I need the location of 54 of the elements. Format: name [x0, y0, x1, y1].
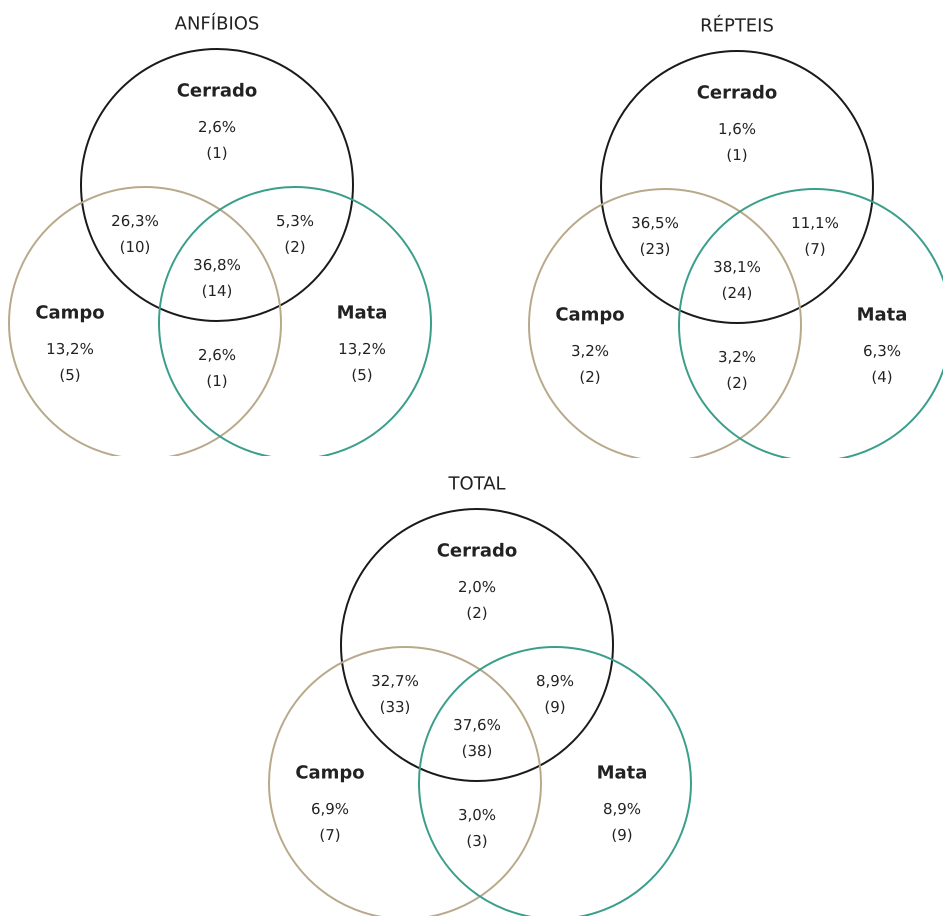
- text: 11,1%: [791, 214, 839, 232]
- data-label: (2): [579, 368, 601, 386]
- text: TOTAL: [447, 474, 506, 495]
- text: 37,6%: [453, 716, 501, 734]
- data-label: (4): [871, 368, 893, 386]
- text: (33): [380, 698, 410, 716]
- data-label: (5): [59, 366, 81, 384]
- text: (2): [726, 374, 748, 392]
- text: 26,3%: [111, 212, 159, 230]
- text: (9): [544, 698, 566, 716]
- data-label: 2,6%: [198, 118, 236, 136]
- text: 36,5%: [631, 214, 679, 232]
- text: RÉPTEIS: [700, 14, 774, 37]
- data-label: (5): [351, 366, 373, 384]
- text: (1): [206, 372, 228, 390]
- text: (14): [202, 282, 232, 300]
- text: (38): [462, 742, 492, 760]
- text: 36,8%: [193, 256, 241, 274]
- data-label: 8,9%: [602, 800, 642, 818]
- category-label: Cerrado: [696, 82, 778, 104]
- category-label: Campo: [555, 304, 625, 326]
- data-label: (9): [611, 826, 633, 844]
- text: (23): [640, 240, 670, 258]
- category-label: Cerrado: [436, 540, 518, 562]
- text: (2): [284, 238, 306, 256]
- data-label: 3,2%: [570, 342, 610, 360]
- text: ANFÍBIOS: [174, 12, 260, 35]
- data-label: (1): [206, 144, 228, 162]
- text: (24): [722, 284, 752, 302]
- data-label: 1,6%: [718, 120, 756, 138]
- category-label: Cerrado: [176, 80, 258, 102]
- data-label: 6,3%: [862, 342, 902, 360]
- category-label: Campo: [295, 762, 365, 784]
- category-label: Mata: [336, 302, 388, 324]
- data-label: (2): [466, 604, 488, 622]
- category-label: Campo: [35, 302, 105, 324]
- text: (7): [804, 240, 826, 258]
- text: (10): [120, 238, 150, 256]
- data-label: (7): [319, 826, 341, 844]
- data-label: 13,2%: [338, 340, 386, 358]
- text: 8,9%: [536, 672, 574, 690]
- text: 2,6%: [198, 346, 236, 364]
- text: 3,0%: [458, 806, 496, 824]
- text: (3): [466, 832, 488, 850]
- text: 5,3%: [276, 212, 314, 230]
- data-label: (1): [726, 146, 748, 164]
- data-label: 2,0%: [458, 578, 496, 596]
- text: 3,2%: [718, 348, 756, 366]
- category-label: Mata: [856, 304, 908, 326]
- category-label: Mata: [596, 762, 648, 784]
- text: 32,7%: [371, 672, 419, 690]
- data-label: 6,9%: [310, 800, 350, 818]
- text: 38,1%: [713, 258, 761, 276]
- data-label: 13,2%: [46, 340, 94, 358]
